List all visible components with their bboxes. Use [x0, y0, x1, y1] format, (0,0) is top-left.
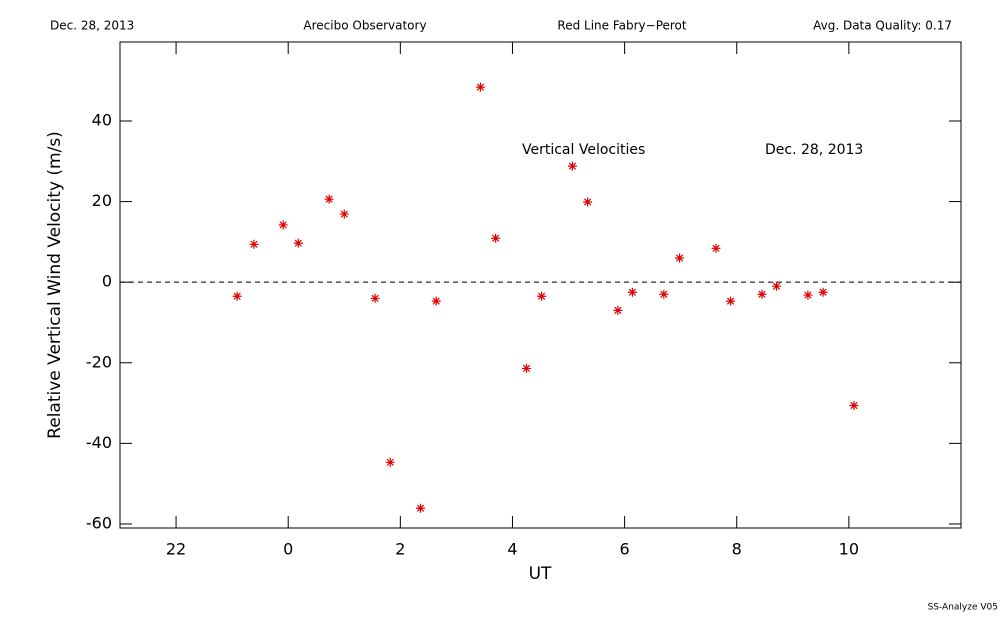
data-point: [293, 238, 303, 248]
y-tick-label: 0: [102, 272, 112, 291]
data-point: [416, 503, 426, 513]
x-tick-label: 6: [620, 540, 630, 559]
header-quality: Avg. Data Quality: 0.17: [813, 19, 952, 33]
x-tick-label: 22: [166, 540, 186, 559]
data-point: [772, 281, 782, 291]
data-point: [385, 457, 395, 467]
data-point: [491, 233, 501, 243]
x-tick-label: 8: [732, 540, 742, 559]
data-point: [613, 305, 623, 315]
y-tick-label: 40: [92, 110, 112, 129]
y-tick-label: -40: [86, 433, 112, 452]
data-point: [627, 287, 637, 297]
data-point: [711, 243, 721, 253]
annotation: Vertical Velocities: [522, 142, 645, 158]
header-site: Arecibo Observatory: [303, 19, 426, 33]
y-tick-label: -60: [86, 513, 112, 532]
data-point: [431, 296, 441, 306]
data-point: [476, 82, 486, 92]
x-axis-label: UT: [529, 564, 552, 584]
data-point: [537, 291, 547, 301]
x-tick-label: 0: [283, 540, 293, 559]
annotation: Dec. 28, 2013: [765, 142, 863, 158]
header-instrument: Red Line Fabry−Perot: [557, 19, 687, 33]
data-point: [726, 296, 736, 306]
data-point: [278, 220, 288, 230]
data-point: [849, 400, 859, 410]
y-tick-label: -20: [86, 352, 112, 371]
data-point: [339, 209, 349, 219]
data-point: [757, 289, 767, 299]
data-point: [818, 287, 828, 297]
y-axis-label: Relative Vertical Wind Velocity (m/s): [45, 131, 65, 439]
header-date: Dec. 28, 2013: [50, 19, 134, 33]
x-tick-label: 4: [507, 540, 517, 559]
x-tick-label: 10: [839, 540, 859, 559]
plot-frame: [119, 41, 962, 529]
x-tick-label: 2: [395, 540, 405, 559]
data-point: [324, 194, 334, 204]
data-point: [583, 197, 593, 207]
data-point: [249, 239, 259, 249]
data-point: [567, 161, 577, 171]
y-tick-label: 20: [92, 191, 112, 210]
footer: SS-Analyze V05: [928, 603, 998, 613]
data-point: [803, 290, 813, 300]
data-point: [675, 253, 685, 263]
data-point: [370, 293, 380, 303]
data-point: [659, 289, 669, 299]
data-point: [232, 291, 242, 301]
data-point: [521, 363, 531, 373]
